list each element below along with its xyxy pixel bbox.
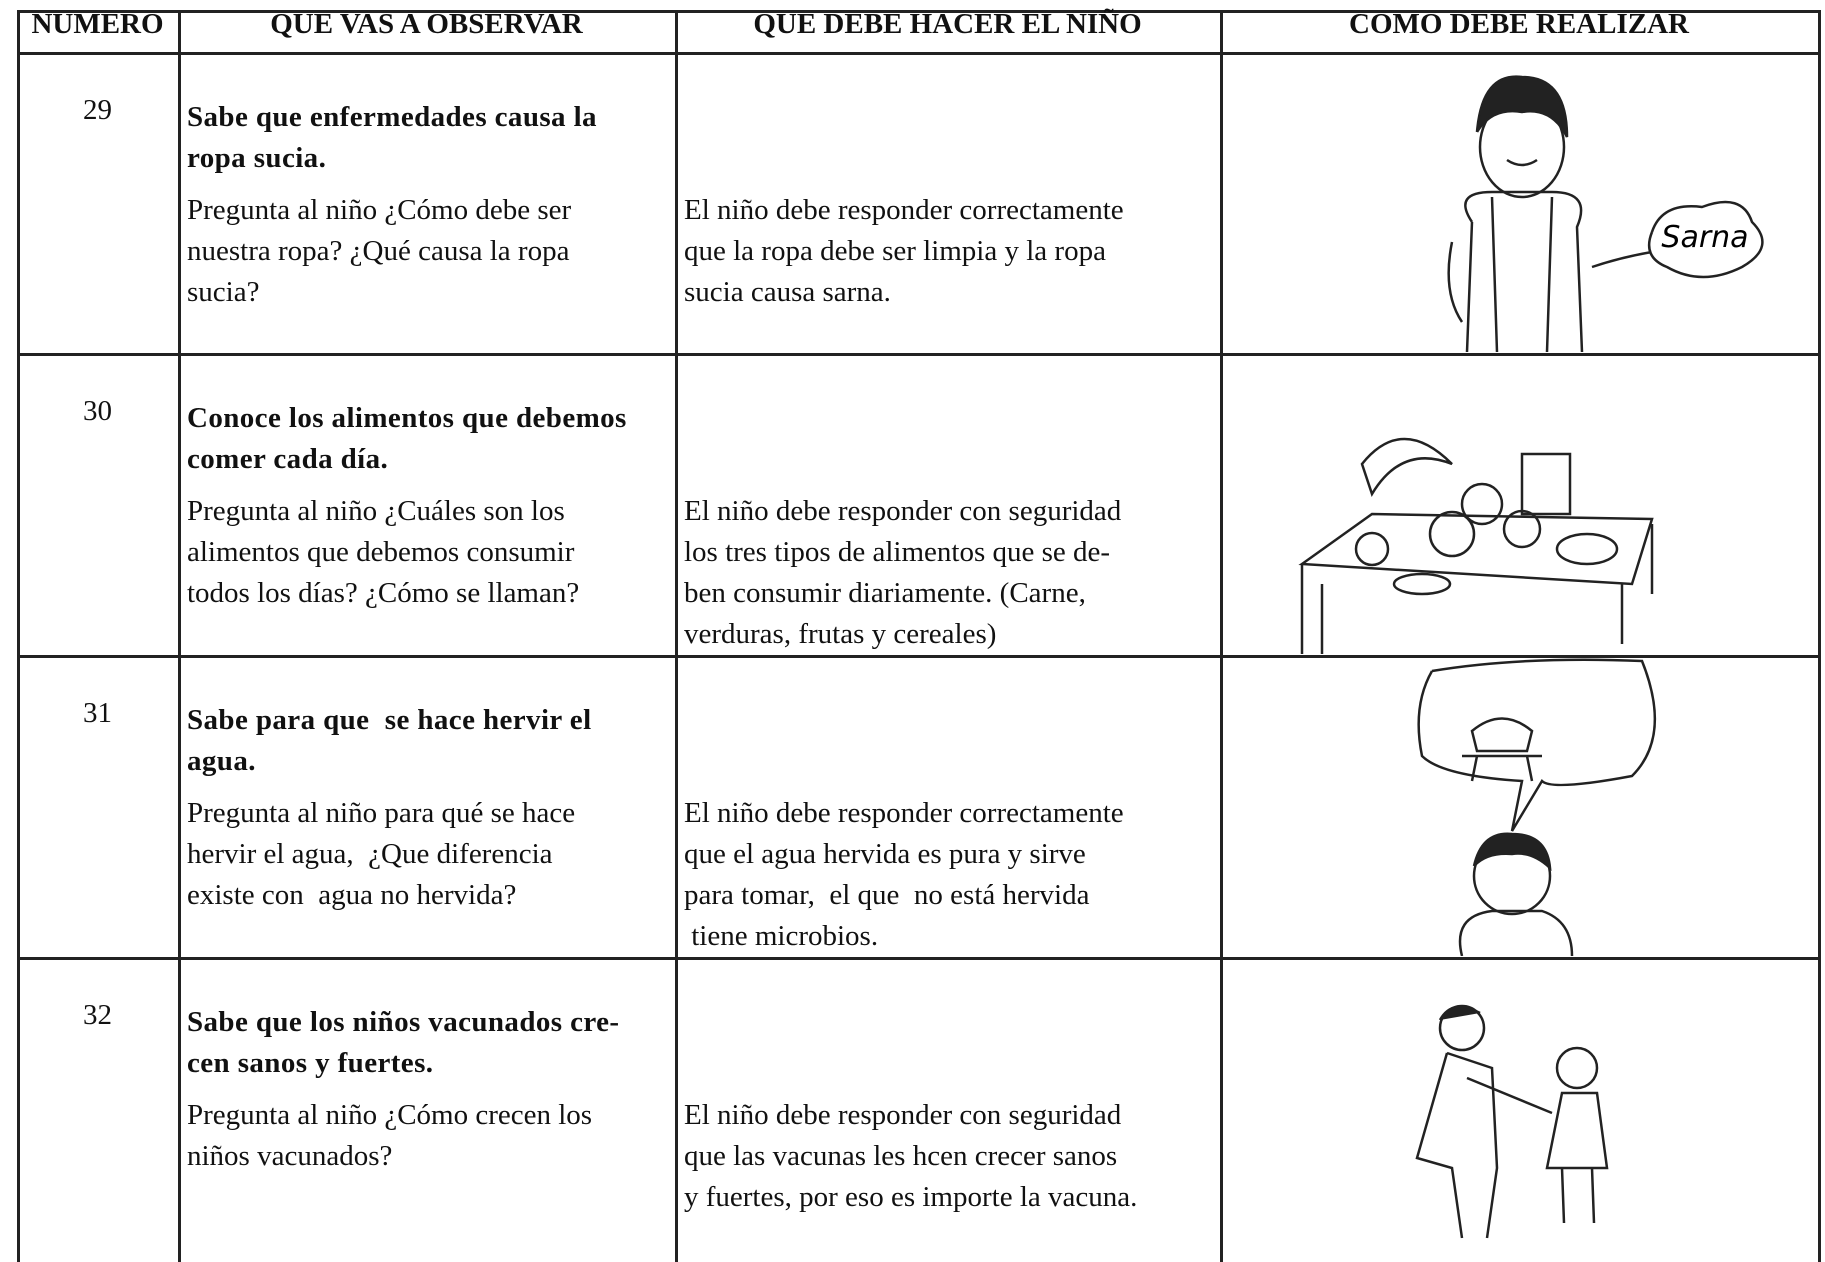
item-title: agua. [187, 745, 256, 777]
item-question: Pregunta al niño ¿Cómo debe ser [187, 194, 572, 226]
item-answer: que las vacunas les hcen crecer sanos [684, 1140, 1118, 1172]
column-rule [1818, 10, 1821, 1262]
item-number: 30 [83, 395, 112, 427]
column-rule [178, 10, 181, 1262]
row-rule [17, 957, 1821, 960]
item-answer: verduras, frutas y cereales) [684, 618, 997, 650]
item-question: hervir el agua, ¿Que diferencia [187, 838, 553, 870]
item-answer: El niño debe responder correctamente [684, 194, 1124, 226]
illustration-boiled-water [1417, 658, 1657, 956]
item-answer: que el agua hervida es pura y sirve [684, 838, 1086, 870]
item-title: Sabe que enfermedades causa la [187, 101, 597, 133]
row-rule [17, 655, 1821, 658]
item-question: Pregunta al niño ¿Cuáles son los [187, 495, 565, 527]
item-answer: y fuertes, por eso es importe la vacuna. [684, 1181, 1138, 1213]
item-question: existe con agua no hervida? [187, 879, 517, 911]
item-question: Pregunta al niño para qué se hace [187, 797, 576, 829]
item-question: todos los días? ¿Cómo se llaman? [187, 577, 580, 609]
header-top-rule [17, 10, 1821, 13]
item-question: Pregunta al niño ¿Cómo crecen los [187, 1099, 593, 1131]
item-number: 31 [83, 697, 112, 729]
item-answer: El niño debe responder con seguridad [684, 495, 1122, 527]
column-header: NUMERO [31, 8, 164, 40]
row-rule [17, 52, 1821, 55]
column-rule [675, 10, 678, 1262]
item-answer: los tres tipos de alimentos que se de- [684, 536, 1111, 568]
item-question: niños vacunados? [187, 1140, 393, 1172]
item-answer: tiene microbios. [684, 920, 879, 952]
item-answer: ben consumir diariamente. (Carne, [684, 577, 1086, 609]
illustration-food-table [1298, 437, 1654, 654]
item-question: sucia? [187, 276, 260, 308]
item-number: 29 [83, 94, 112, 126]
item-title: Sabe para que se hace hervir el [187, 704, 592, 736]
column-rule [17, 10, 20, 1262]
item-title: Conoce los alimentos que debemos [187, 402, 627, 434]
speech-text: Sarna [1661, 220, 1748, 255]
illustration-ragged-clothes: Sarna [1447, 75, 1764, 352]
item-answer: para tomar, el que no está hervida [684, 879, 1090, 911]
item-title: ropa sucia. [187, 142, 327, 174]
item-number: 32 [83, 999, 112, 1031]
item-question: nuestra ropa? ¿Qué causa la ropa [187, 235, 570, 267]
item-title: cen sanos y fuertes. [187, 1047, 434, 1079]
item-answer: El niño debe responder con seguridad [684, 1099, 1122, 1131]
item-answer: El niño debe responder correctamente [684, 797, 1124, 829]
column-header: QUE DEBE HACER EL NIÑO [753, 8, 1142, 40]
column-header: QUE VAS A OBSERVAR [270, 8, 583, 40]
item-question: alimentos que debemos consumir [187, 536, 575, 568]
row-rule [17, 353, 1821, 356]
item-title: Sabe que los niños vacunados cre- [187, 1006, 620, 1038]
item-answer: sucia causa sarna. [684, 276, 891, 308]
item-title: comer cada día. [187, 443, 389, 475]
column-rule [1220, 10, 1223, 1262]
illustration-vaccination [1415, 1004, 1609, 1239]
item-answer: que la ropa debe ser limpia y la ropa [684, 235, 1106, 267]
column-header: COMO DEBE REALIZAR [1349, 8, 1689, 40]
